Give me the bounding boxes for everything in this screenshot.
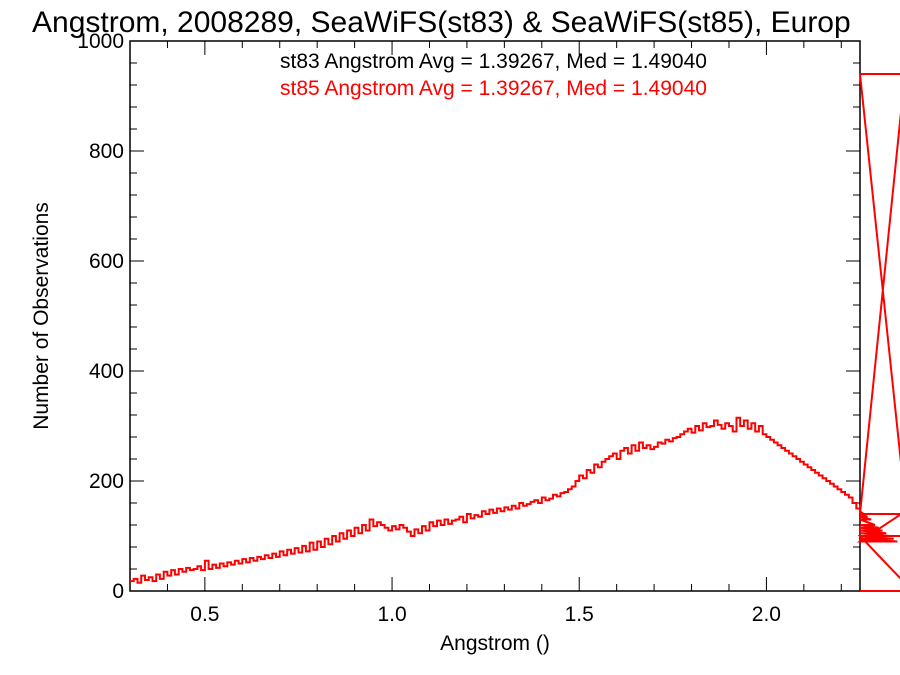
plot-frame: [129, 40, 861, 592]
x-tick-label: 0.5: [190, 603, 219, 626]
y-tick-label: 600: [89, 250, 124, 273]
x-tick-label: 1.5: [565, 603, 594, 626]
x-axis: 0.5 1.0 1.5 2.0: [129, 41, 842, 626]
y-tick-label: 1000: [77, 30, 124, 53]
y-tick-label: 800: [89, 140, 124, 163]
annotation-st85: st85 Angstrom Avg = 1.39267, Med = 1.490…: [280, 77, 707, 100]
y-tick-label: 200: [89, 470, 124, 493]
x-tick-label: 1.0: [377, 603, 406, 626]
y-tick-label: 400: [89, 360, 124, 383]
x-tick-label: 2.0: [752, 603, 781, 626]
y-axis-label: Number of Observations: [30, 202, 53, 430]
y-tick-label: 0: [112, 580, 124, 603]
x-axis-label: Angstrom (): [440, 632, 550, 655]
annotation-st83: st83 Angstrom Avg = 1.39267, Med = 1.490…: [280, 50, 707, 73]
series-line-st85: [130, 73, 900, 592]
y-axis: 0 200 400 600 800 1000: [77, 30, 860, 603]
chart-title: Angstrom, 2008289, SeaWiFS(st83) & SeaWi…: [32, 6, 851, 39]
